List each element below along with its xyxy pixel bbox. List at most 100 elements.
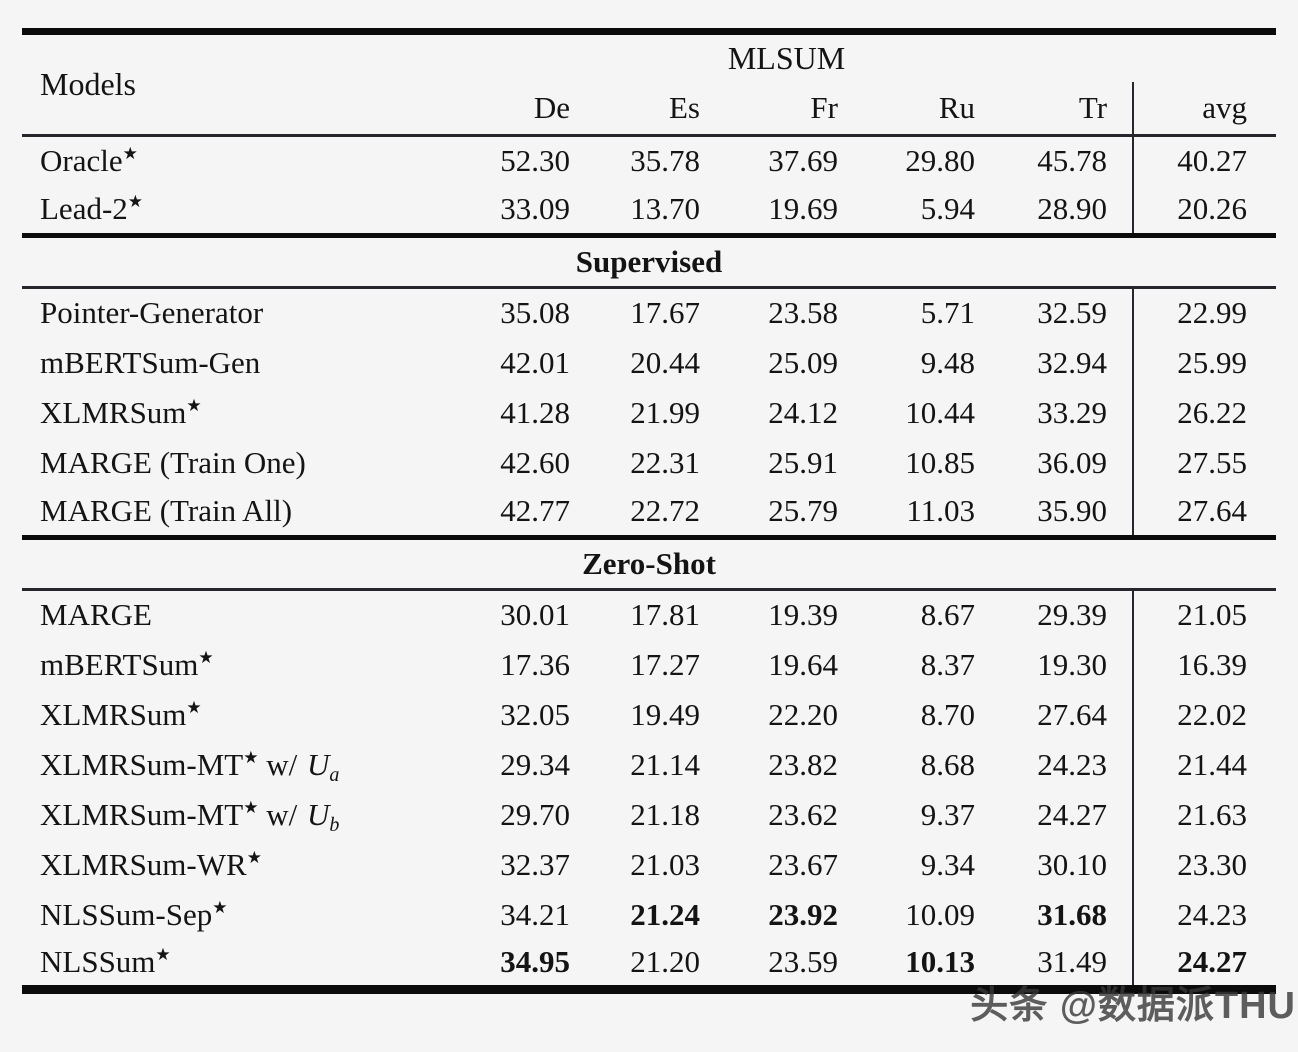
score-cell: 21.18 [630, 796, 700, 832]
column-header-avg: avg [1132, 81, 1277, 136]
score-cell: 5.94 [920, 191, 975, 227]
model-name: MARGE (Train All) [40, 493, 293, 529]
score-cell: 42.60 [500, 444, 570, 480]
score-cell: 30.10 [1037, 846, 1108, 882]
score-cell: 19.69 [768, 191, 838, 227]
section-zero-shot: Zero-Shot MARGE 30.01 17.81 19.39 8.67 29.39 21… [22, 537, 1277, 990]
model-name: NLSSum-Sep★ [40, 896, 228, 932]
score-cell: 41.28 [500, 394, 570, 430]
score-cell: 21.99 [630, 394, 700, 430]
score-cell: 42.01 [500, 344, 570, 380]
avg-cell: 21.63 [1132, 789, 1277, 840]
avg-cell: 26.22 [1132, 387, 1277, 438]
table-row: Oracle★ 52.30 35.78 37.69 29.80 45.78 40.27 [22, 135, 1277, 186]
avg-cell: 22.99 [1132, 287, 1277, 338]
score-cell: 34.95 [500, 944, 570, 980]
math-subscript: a [329, 763, 340, 786]
table-row: MARGE (Train All) 42.77 22.72 25.79 11.03 35.… [22, 487, 1277, 538]
score-cell: 17.36 [500, 646, 570, 682]
column-header-tr: Tr [1078, 89, 1108, 125]
score-cell: 9.37 [920, 796, 975, 832]
score-cell: 13.70 [630, 191, 700, 227]
score-cell: 34.21 [500, 896, 570, 932]
table-row: NLSSum-Sep★ 34.21 21.24 23.92 10.09 31.68 24.2… [22, 889, 1277, 940]
score-cell: 23.92 [768, 896, 838, 932]
section-supervised: Supervised Pointer-Generator 35.08 17.67 23.… [22, 235, 1277, 538]
score-cell: 29.70 [500, 796, 570, 832]
score-cell: 29.39 [1037, 597, 1108, 633]
table-row: XLMRSum★ 32.05 19.49 22.20 8.70 27.64 22.02 [22, 689, 1277, 740]
avg-cell: 24.23 [1132, 889, 1277, 940]
avg-cell: 16.39 [1132, 639, 1277, 690]
model-name: Pointer-Generator [40, 295, 264, 331]
table-row: mBERTSum★ 17.36 17.27 19.64 8.37 19.30 16.39 [22, 639, 1277, 690]
section-title: Supervised [575, 244, 723, 279]
score-cell: 35.08 [500, 295, 570, 331]
score-cell: 19.39 [768, 597, 838, 633]
score-cell: 32.59 [1037, 295, 1108, 331]
score-cell: 8.70 [920, 696, 975, 732]
star-icon: ★ [155, 945, 171, 965]
math-variable: U [307, 746, 330, 782]
score-cell: 19.49 [630, 696, 700, 732]
model-name: MARGE [40, 597, 152, 633]
score-cell: 8.37 [920, 646, 975, 682]
avg-header-spacer [1133, 32, 1276, 82]
score-cell: 42.77 [500, 493, 570, 529]
score-cell: 11.03 [906, 493, 975, 529]
avg-cell: 21.44 [1132, 739, 1277, 790]
section-baselines: Oracle★ 52.30 35.78 37.69 29.80 45.78 40.27 Lea… [22, 135, 1277, 236]
score-cell: 33.29 [1037, 394, 1108, 430]
score-cell: 17.67 [630, 295, 700, 331]
section-title-row: Zero-Shot [22, 537, 1277, 590]
score-cell: 36.09 [1037, 444, 1108, 480]
table-row: mBERTSum-Gen 42.01 20.44 25.09 9.48 32.94 25.9… [22, 337, 1277, 388]
star-icon: ★ [243, 747, 259, 767]
score-cell: 24.27 [1037, 796, 1108, 832]
avg-cell: 20.26 [1132, 185, 1277, 236]
header-columns-row: De Es Fr Ru Tr avg [22, 81, 1277, 136]
score-cell: 35.78 [630, 143, 700, 179]
math-subscript: b [329, 813, 340, 836]
star-icon: ★ [127, 192, 144, 212]
score-cell: 10.85 [905, 444, 975, 480]
score-cell: 30.01 [500, 597, 570, 633]
score-cell: 29.34 [500, 746, 570, 782]
section-title-row: Supervised [22, 235, 1277, 288]
score-cell: 21.03 [630, 846, 700, 882]
star-icon: ★ [246, 847, 262, 867]
score-cell: 23.59 [768, 944, 838, 980]
avg-cell: 40.27 [1132, 135, 1277, 186]
score-cell: 35.90 [1037, 493, 1108, 529]
score-cell: 19.30 [1037, 646, 1108, 682]
score-cell: 28.90 [1037, 191, 1108, 227]
score-cell: 9.34 [920, 846, 975, 882]
star-icon: ★ [243, 797, 259, 817]
score-cell: 22.20 [768, 696, 838, 732]
section-title: Zero-Shot [582, 546, 716, 581]
score-cell: 5.71 [920, 295, 975, 331]
score-cell: 20.44 [630, 344, 700, 380]
avg-cell: 27.64 [1132, 487, 1277, 538]
score-cell: 10.44 [905, 394, 975, 430]
star-icon: ★ [212, 897, 228, 917]
star-icon: ★ [198, 647, 214, 667]
results-table: Models MLSUM De Es Fr Ru Tr avg Oracle★ 5… [22, 28, 1277, 994]
score-cell: 9.48 [920, 344, 975, 380]
score-cell: 23.82 [768, 746, 838, 782]
score-cell: 32.05 [500, 696, 570, 732]
star-icon: ★ [186, 395, 202, 415]
score-cell: 32.94 [1037, 344, 1108, 380]
score-cell: 24.12 [768, 394, 838, 430]
score-cell: 10.13 [905, 944, 975, 980]
model-name: XLMRSum-MT★ w/ Ub [40, 796, 340, 836]
score-cell: 19.64 [768, 646, 838, 682]
table-row: XLMRSum★ 41.28 21.99 24.12 10.44 33.29 26.22 [22, 387, 1277, 438]
table-row: MARGE 30.01 17.81 19.39 8.67 29.39 21.05 [22, 589, 1277, 640]
avg-cell: 27.55 [1132, 437, 1277, 488]
model-name: Lead-2★ [40, 191, 144, 227]
score-cell: 52.30 [500, 143, 570, 179]
avg-cell: 24.27 [1132, 939, 1277, 990]
star-icon: ★ [186, 697, 202, 717]
results-table-container: Models MLSUM De Es Fr Ru Tr avg Oracle★ 5… [22, 28, 1277, 994]
